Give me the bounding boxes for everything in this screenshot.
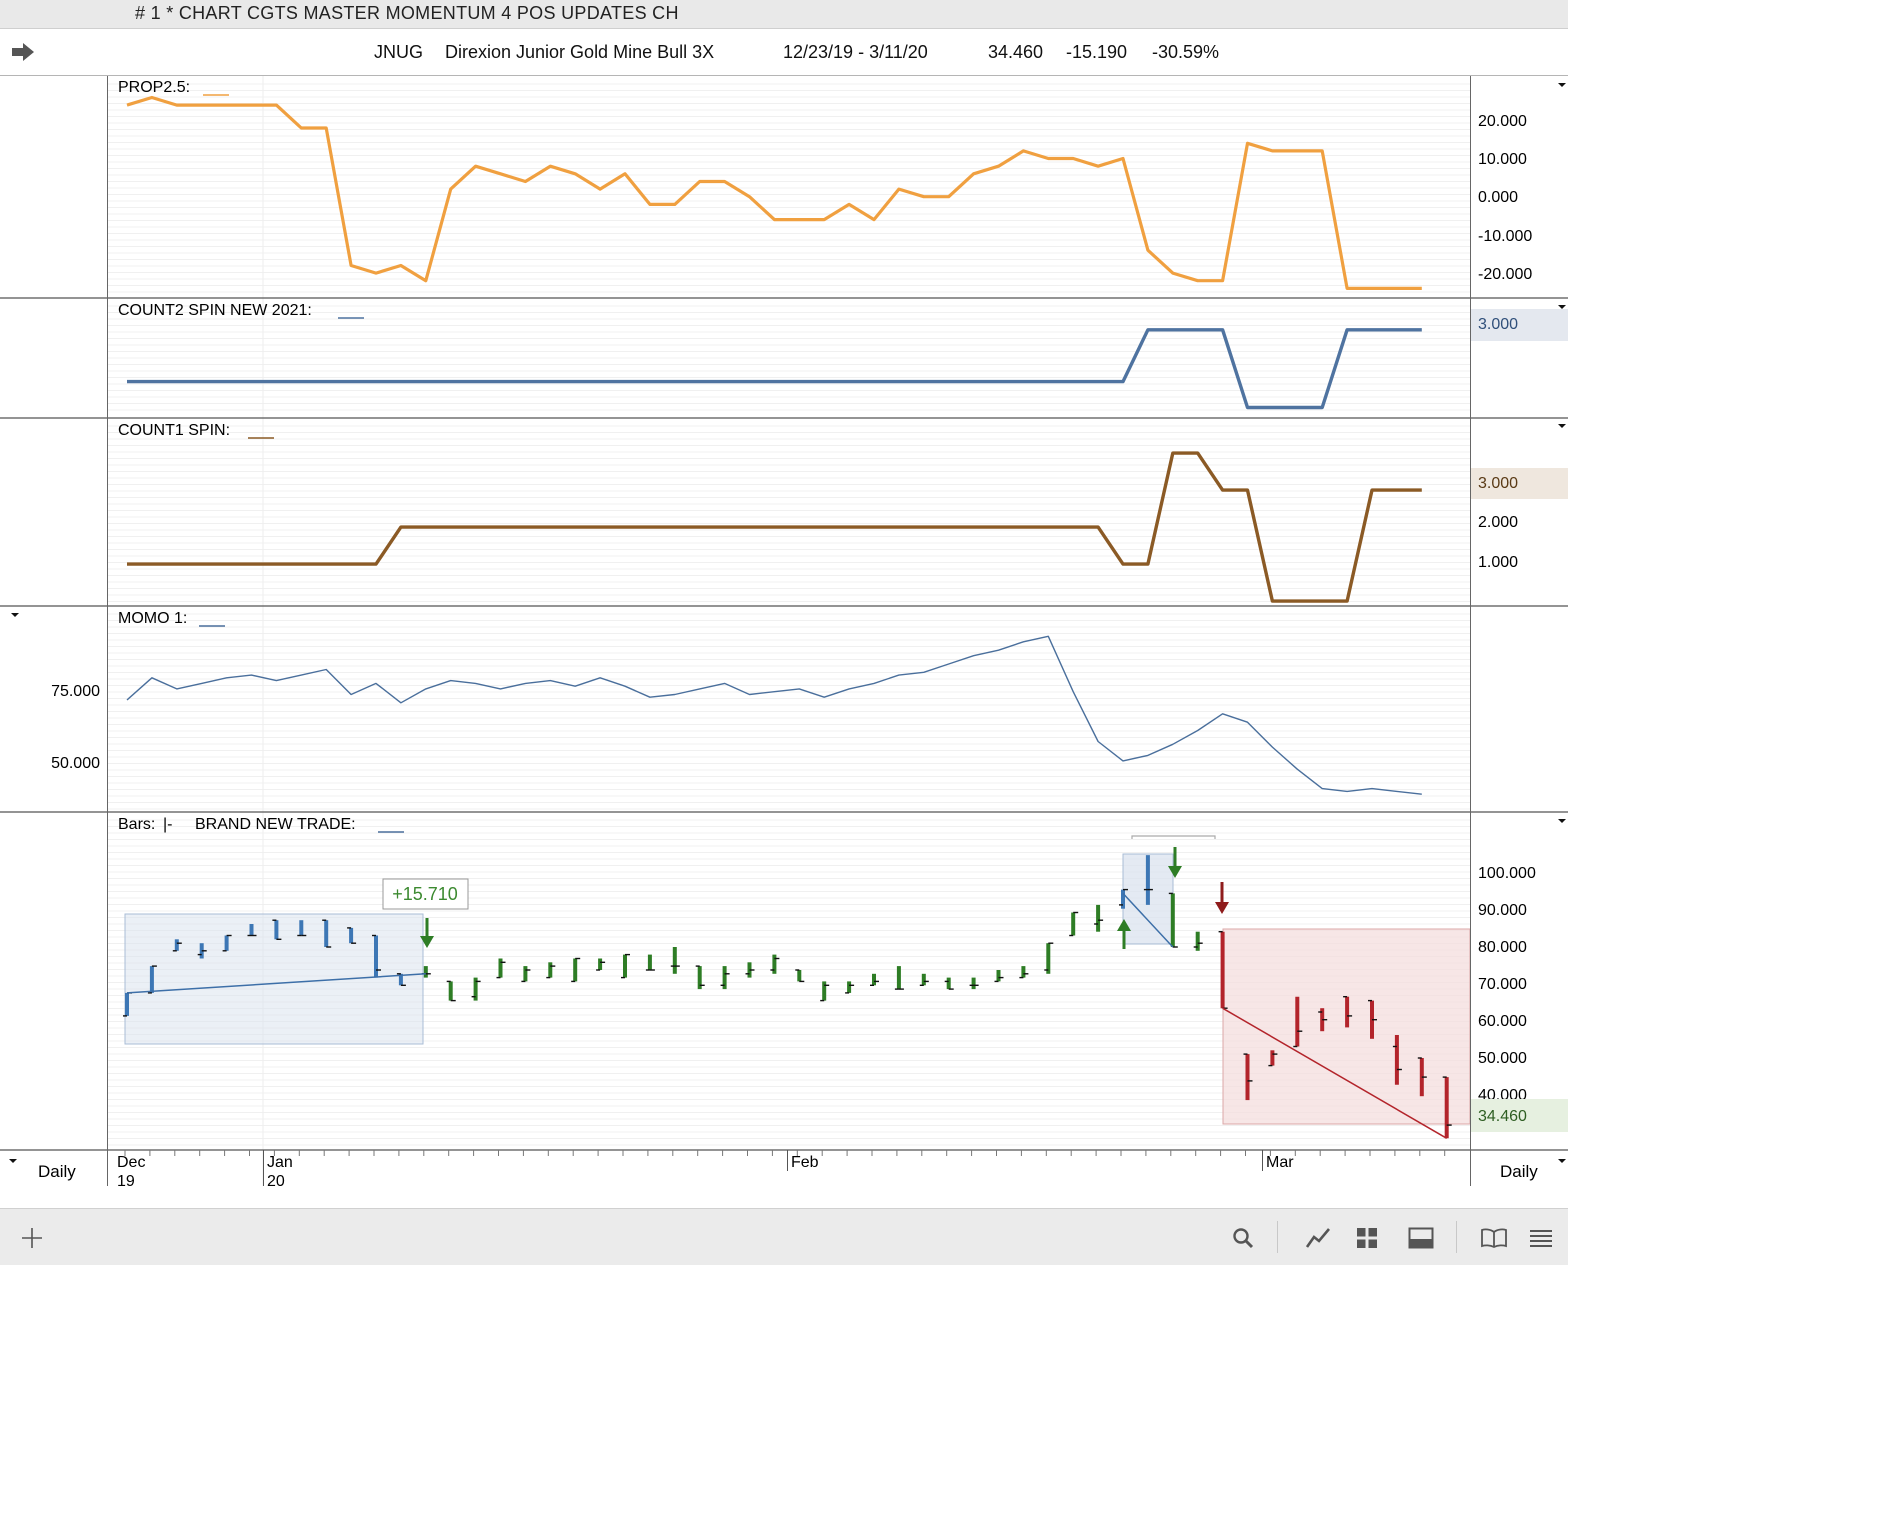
buy-signal-arrow-icon [1117,919,1131,949]
pane-label-count2: COUNT2 SPIN NEW 2021: [118,302,312,319]
prop-axis: 20.000 10.000 0.000 -10.000 -20.000 [1478,113,1532,283]
instrument-name: Direxion Junior Gold Mine Bull 3X [445,42,715,62]
svg-text:Jan: Jan [267,1154,293,1171]
pane-label-trade: BRAND NEW TRADE: [195,816,356,833]
last-price: 34.460 [988,42,1044,62]
svg-text:Dec: Dec [117,1154,145,1171]
svg-text:50.000: 50.000 [1478,1050,1527,1067]
last-price-tag [1471,1099,1568,1132]
svg-text:-20.000: -20.000 [1478,266,1532,283]
price-change-percent: -30.59% [1152,42,1220,62]
svg-text:Mar: Mar [1266,1154,1294,1171]
count2-last-value-tag [1471,309,1568,341]
chart-line-icon[interactable] [1303,1223,1333,1253]
svg-text:60.000: 60.000 [1478,1013,1527,1030]
add-icon[interactable] [17,1223,47,1253]
price-axis: 100.000 90.000 80.000 70.000 60.000 50.0… [1471,865,1568,1132]
sell-signal-arrow-icon [420,918,434,948]
prop-line [126,95,1422,290]
gain-badge-text: +15.710 [392,884,458,904]
pane-label-bars: Bars: [118,816,155,833]
gain-badge [382,878,469,910]
book-icon[interactable] [1479,1223,1509,1253]
svg-text:70.000: 70.000 [1478,976,1527,993]
svg-text:20.000: 20.000 [1478,113,1527,130]
window-title: # 1 * CHART CGTS MASTER MOMENTUM 4 POS U… [135,3,679,23]
svg-text:10.000: 10.000 [1478,151,1527,168]
short-signal-arrow-icon [1215,882,1229,914]
svg-text:2.000: 2.000 [1478,514,1518,531]
svg-text:Feb: Feb [791,1154,819,1171]
short-trend-line [1222,1007,1448,1139]
pane-label-momo: MOMO 1: [118,610,187,627]
long-trend-line [126,973,426,994]
count2-line [127,328,1422,410]
count1-axis: 3.000 2.000 1.000 [1471,468,1568,571]
sell-signal-arrow-icon-2 [1168,847,1182,878]
bottom-toolbar [0,1208,1568,1265]
count2-axis: 3.000 [1471,309,1568,341]
pane-frames [0,76,1568,1186]
chart-area[interactable]: PROP2.5: COUNT2 SPIN NEW 2021: COUNT1 SP… [0,76,1568,1188]
symbol-info-bar: JNUG Direxion Junior Gold Mine Bull 3X 1… [0,29,1568,76]
svg-text:34.460: 34.460 [1478,1108,1527,1125]
navigate-arrow-icon[interactable] [10,40,36,69]
momo-axis: 75.000 50.000 [51,683,100,772]
svg-text:3.000: 3.000 [1478,316,1518,333]
momo-line [126,635,1422,795]
series-layer [123,95,1452,1139]
svg-text:90.000: 90.000 [1478,902,1527,919]
svg-text:1.000: 1.000 [1478,554,1518,571]
svg-text:0.000: 0.000 [1478,189,1518,206]
grid-layout-icon[interactable] [1352,1223,1382,1253]
svg-text:-10.000: -10.000 [1478,228,1532,245]
timeframe-right: Daily [1500,1162,1538,1181]
pane-label-prop: PROP2.5: [118,79,190,96]
timeframe-left: Daily [38,1162,76,1181]
svg-text:75.000: 75.000 [51,683,100,700]
search-icon[interactable] [1228,1223,1258,1253]
spin-trend-line [1122,892,1174,948]
range-bracket [1131,835,1216,839]
pane-label-count1: COUNT1 SPIN: [118,422,230,439]
window-title-bar: # 1 * CHART CGTS MASTER MOMENTUM 4 POS U… [0,0,1568,29]
svg-text:20: 20 [267,1173,285,1188]
menu-icon[interactable] [1526,1223,1556,1253]
count1-line [127,451,1422,603]
long-trade-box [124,913,424,1045]
price-change: -15.190 [1066,42,1128,62]
svg-text:19: 19 [117,1173,135,1188]
pane-menu-icons[interactable] [9,83,1566,1163]
symbol: JNUG [374,42,423,62]
x-axis: Daily Daily Dec 19 Jan 20 Feb Mar [38,1154,1538,1188]
svg-text:80.000: 80.000 [1478,939,1527,956]
bars-style-glyph: |- [163,816,172,833]
count1-last-value-tag [1471,468,1568,499]
svg-text:50.000: 50.000 [51,755,100,772]
svg-text:100.000: 100.000 [1478,865,1536,882]
panel-layout-icon[interactable] [1406,1223,1436,1253]
date-range: 12/23/19 - 3/11/20 [783,42,928,62]
svg-text:3.000: 3.000 [1478,475,1518,492]
